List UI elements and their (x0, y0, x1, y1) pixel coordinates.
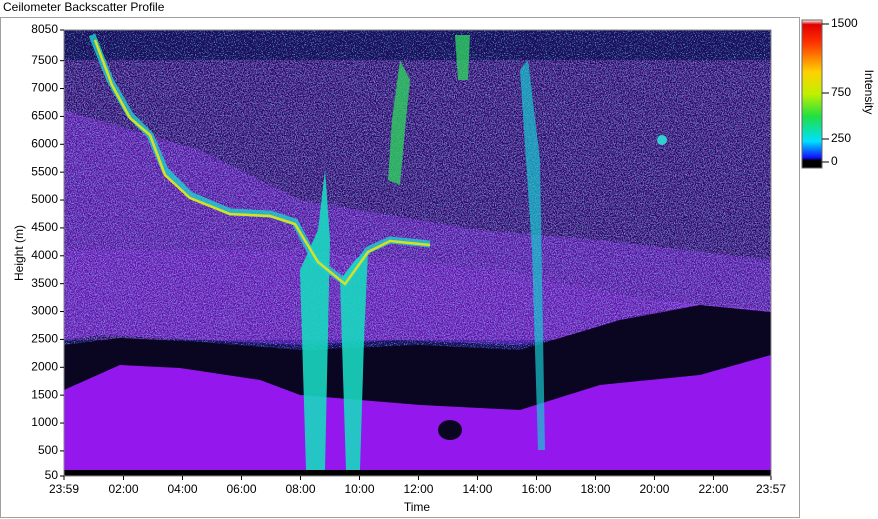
y-tick-label: 1500 (31, 387, 58, 401)
heatmap-region (64, 355, 771, 470)
heatmap-cloud (657, 135, 667, 145)
y-tick-label: 4000 (31, 248, 58, 262)
heatmap-speckle (64, 60, 771, 340)
heatmap-plume (340, 250, 368, 470)
y-tick-label: 2500 (31, 332, 58, 346)
y-tick-label: 4500 (31, 220, 58, 234)
y-tick-label: 500 (38, 443, 58, 457)
heatmap (64, 30, 771, 476)
heatmap-plume (520, 60, 545, 450)
y-tick-label: 5000 (31, 192, 58, 206)
y-tick-label: 3000 (31, 304, 58, 318)
x-tick-label: 22:00 (698, 482, 728, 496)
colorbar (801, 19, 823, 169)
y-tick-label: 3500 (31, 276, 58, 290)
x-tick-label: 16:00 (521, 482, 551, 496)
x-tick-label: 14:00 (462, 482, 492, 496)
x-tick-label: 18:00 (580, 482, 610, 496)
colorbar-tick-label: 750 (831, 85, 851, 99)
colorbar-tick-label: 250 (831, 131, 851, 145)
heatmap-region (438, 420, 462, 440)
x-axis-label: Time (404, 500, 431, 514)
y-tick-label: 7500 (31, 53, 58, 67)
heatmap-plume (300, 170, 330, 470)
heatmap-region (64, 305, 771, 410)
x-tick-label: 23:59 (49, 482, 79, 496)
y-tick-label: 6500 (31, 109, 58, 123)
y-tick-label: 2000 (31, 359, 58, 373)
x-tick-label: 23:57 (756, 482, 786, 496)
heatmap-plume (455, 35, 470, 80)
x-tick-label: 02:00 (108, 482, 138, 496)
x-tick-label: 12:00 (403, 482, 433, 496)
x-tick-label: 20:00 (639, 482, 669, 496)
y-tick-label: 5500 (31, 164, 58, 178)
y-tick-label: 50 (45, 468, 59, 482)
x-tick-label: 10:00 (344, 482, 374, 496)
y-tick-label: 8050 (31, 22, 58, 36)
y-axis-label: Height (m) (12, 225, 26, 281)
x-tick-label: 04:00 (167, 482, 197, 496)
y-tick-label: 1000 (31, 415, 58, 429)
y-tick-label: 7000 (31, 81, 58, 95)
panel-title: Ceilometer Backscatter Profile (3, 0, 165, 14)
colorbar-label: Intensity (862, 70, 876, 115)
x-tick-label: 08:00 (285, 482, 315, 496)
heatmap-plume (388, 60, 410, 185)
heatmap-cloud-layer (93, 39, 431, 286)
plot-frame (63, 29, 772, 477)
heatmap-bottom-band (64, 470, 771, 476)
colorbar-tick-label: 1500 (831, 16, 858, 30)
y-tick-label: 6000 (31, 136, 58, 150)
colorbar-tick-label: 0 (831, 154, 838, 168)
x-tick-label: 06:00 (226, 482, 256, 496)
